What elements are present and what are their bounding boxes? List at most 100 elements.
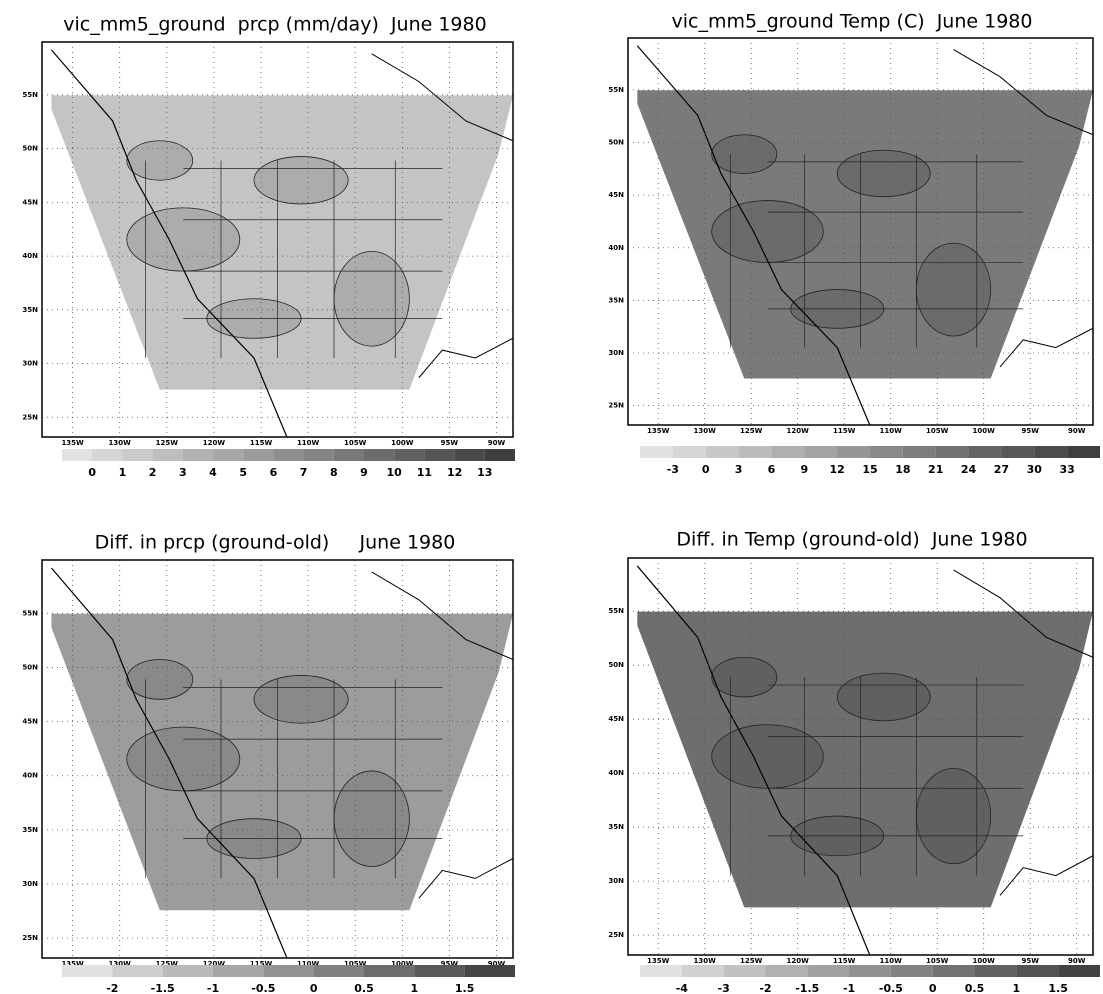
coastline xyxy=(636,565,871,956)
model-domain xyxy=(51,613,514,911)
contour xyxy=(915,768,992,865)
colorbar-label: 0 xyxy=(88,466,96,479)
colorbar-label: 18 xyxy=(895,463,910,476)
lat-label: 25N xyxy=(22,934,38,942)
lon-label: 95W xyxy=(1021,427,1039,435)
lat-label: 40N xyxy=(22,252,38,260)
map-panel: vic_mm5_ground Temp (C) June 1980 55N 50N 4… xyxy=(608,11,1100,476)
colorbar-swatch xyxy=(771,446,805,458)
lon-label: 115W xyxy=(250,960,273,968)
colorbar-label: -3 xyxy=(718,982,730,994)
lat-label: 25N xyxy=(608,402,624,410)
lat-label: 35N xyxy=(22,826,38,834)
colorbar-swatch xyxy=(974,965,1017,977)
lon-label: 135W xyxy=(647,957,670,965)
map-panel: vic_mm5_ground prcp (mm/day) June 198055… xyxy=(22,14,515,479)
lat-label: 40N xyxy=(22,772,38,780)
colorbar-label: -2 xyxy=(759,982,771,994)
lon-label: 90W xyxy=(1068,957,1086,965)
lat-label: 25N xyxy=(22,413,38,421)
contour xyxy=(711,134,778,174)
lon-label: 105W xyxy=(344,960,367,968)
colorbar-label: 9 xyxy=(360,466,368,479)
lon-label: 125W xyxy=(156,439,179,447)
contour xyxy=(915,242,992,337)
colorbar-label: 5 xyxy=(239,466,247,479)
lon-label: 110W xyxy=(880,957,903,965)
coastline xyxy=(50,49,288,438)
lat-label: 30N xyxy=(22,360,38,368)
colorbar-label: 0.5 xyxy=(965,982,985,994)
colorbar-label: -4 xyxy=(676,982,689,994)
colorbar-label: 9 xyxy=(800,463,808,476)
lon-label: 115W xyxy=(250,439,273,447)
lat-label: 30N xyxy=(22,880,38,888)
colorbar-label: 11 xyxy=(417,466,432,479)
lat-label: 40N xyxy=(608,769,624,777)
colorbar-swatch xyxy=(162,965,213,977)
lon-label: 95W xyxy=(1021,957,1039,965)
colorbar-swatch xyxy=(640,446,673,458)
lat-label: 50N xyxy=(22,663,38,671)
colorbar-swatch xyxy=(738,446,772,458)
colorbar-swatch xyxy=(932,965,975,977)
lat-label: 40N xyxy=(608,244,624,252)
colorbar-label: 8 xyxy=(330,466,338,479)
coastline xyxy=(371,571,514,899)
lat-label: 45N xyxy=(608,191,624,199)
colorbar-swatch xyxy=(1058,965,1100,977)
lon-label: 130W xyxy=(694,427,717,435)
colorbar-swatch xyxy=(804,446,838,458)
lon-label: 90W xyxy=(488,960,506,968)
model-domain xyxy=(637,611,1093,908)
contour xyxy=(126,140,194,181)
colorbar-swatch xyxy=(263,965,314,977)
panel-title: Diff. in Temp (ground-old) June 1980 xyxy=(676,529,1027,551)
colorbar-swatch xyxy=(1034,446,1068,458)
colorbar-label: 1.5 xyxy=(1048,982,1068,994)
colorbar-label: 3 xyxy=(179,466,187,479)
colorbar-label: -0.5 xyxy=(879,982,903,994)
lat-label: 45N xyxy=(608,715,624,723)
lon-label: 125W xyxy=(156,960,179,968)
colorbar-swatch xyxy=(849,965,891,977)
lat-label: 55N xyxy=(22,91,38,99)
lon-label: 115W xyxy=(833,427,856,435)
colorbar-label: 13 xyxy=(477,466,492,479)
lon-label: 105W xyxy=(926,957,949,965)
coastline xyxy=(636,45,871,426)
contour xyxy=(333,770,410,867)
colorbar-swatch xyxy=(870,446,903,458)
lon-label: 110W xyxy=(297,960,320,968)
lon-label: 120W xyxy=(787,957,810,965)
lon-label: 135W xyxy=(61,960,84,968)
panel-title: Diff. in prcp (ground-old) June 1980 xyxy=(95,532,456,554)
lon-label: 135W xyxy=(61,439,84,447)
colorbar-swatch xyxy=(681,965,724,977)
panel-title: vic_mm5_ground Temp (C) June 1980 xyxy=(672,11,1033,33)
lat-label: 50N xyxy=(608,661,624,669)
colorbar-label: 27 xyxy=(994,463,1009,476)
colorbar-label: 30 xyxy=(1027,463,1043,476)
map-frame xyxy=(627,557,1094,956)
lon-label: 95W xyxy=(441,439,459,447)
lon-label: 90W xyxy=(1068,427,1086,435)
colorbar-swatch xyxy=(364,965,415,977)
colorbar-label: -0.5 xyxy=(251,982,275,994)
lon-label: 105W xyxy=(926,427,949,435)
colorbar-swatch xyxy=(1016,965,1059,977)
colorbar-swatch xyxy=(394,449,425,461)
colorbar-label: -1 xyxy=(207,982,219,994)
model-domain xyxy=(637,90,1093,379)
colorbar-swatch xyxy=(213,965,264,977)
lon-label: 130W xyxy=(109,439,132,447)
colorbar-label: -1 xyxy=(843,982,855,994)
colorbar-swatch xyxy=(705,446,739,458)
contour xyxy=(126,207,241,272)
colorbar-label: 12 xyxy=(829,463,844,476)
colorbar-swatch xyxy=(454,449,485,461)
lat-label: 30N xyxy=(608,877,624,885)
colorbar-swatch xyxy=(62,449,93,461)
